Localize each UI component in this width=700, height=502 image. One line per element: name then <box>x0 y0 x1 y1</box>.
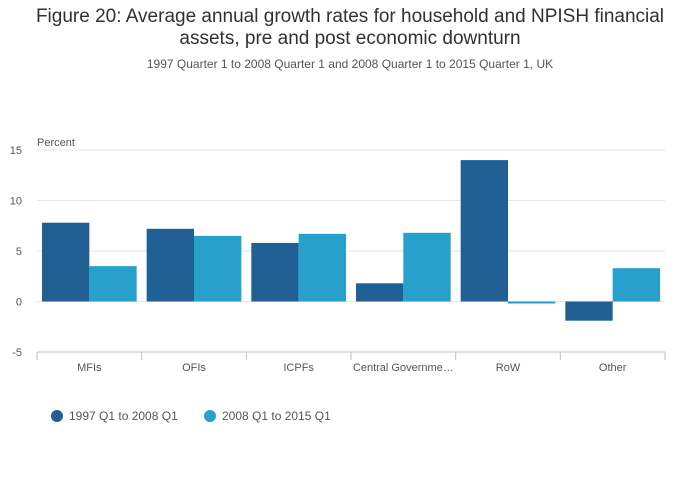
x-axis <box>36 351 666 360</box>
y-axis-unit-label: Percent <box>37 137 75 149</box>
bar-series-2[interactable] <box>89 266 137 302</box>
legend-label[interactable]: 2008 Q1 to 2015 Q1 <box>222 409 331 423</box>
legend-label[interactable]: 1997 Q1 to 2008 Q1 <box>69 409 178 423</box>
y-tick-label: 15 <box>10 145 22 157</box>
x-axis-category-labels: MFIs OFIs ICPFs Central Governme… RoW Other <box>77 362 627 374</box>
y-tick-label: 0 <box>16 297 22 309</box>
bar-series-1[interactable] <box>565 301 613 321</box>
x-category-label: OFIs <box>182 362 206 374</box>
x-category-label: Other <box>599 362 627 374</box>
bar-series-1[interactable] <box>146 228 194 302</box>
legend: 1997 Q1 to 2008 Q1 2008 Q1 to 2015 Q1 <box>51 409 331 423</box>
x-category-label: Central Governme… <box>353 362 454 374</box>
y-tick-label: -5 <box>12 347 22 359</box>
x-category-label: MFIs <box>77 362 102 374</box>
bar-series-1[interactable] <box>460 160 508 302</box>
gridlines <box>37 149 665 302</box>
chart-subtitle: 1997 Quarter 1 to 2008 Quarter 1 and 200… <box>146 57 554 71</box>
x-category-label: RoW <box>496 362 521 374</box>
bar-series-1[interactable] <box>251 242 299 302</box>
x-category-label: ICPFs <box>283 362 314 374</box>
y-axis-tick-labels: 15 10 5 0 -5 <box>10 145 22 359</box>
bar-series-2[interactable] <box>194 235 242 302</box>
bar-series-2[interactable] <box>508 301 556 304</box>
bars <box>42 160 660 321</box>
bar-series-1[interactable] <box>356 283 404 302</box>
bar-series-2[interactable] <box>403 232 451 302</box>
legend-marker <box>204 410 216 422</box>
bar-series-2[interactable] <box>298 233 346 302</box>
bar-series-2[interactable] <box>612 268 660 302</box>
y-tick-label: 5 <box>16 246 22 258</box>
y-tick-label: 10 <box>10 196 22 208</box>
chart-title-line-1: Figure 20: Average annual growth rates f… <box>35 6 665 27</box>
chart-title-line-2: assets, pre and post economic downturn <box>179 28 521 49</box>
legend-marker <box>51 410 63 422</box>
bar-series-1[interactable] <box>42 222 90 302</box>
chart-title: Figure 20: Average annual growth rates f… <box>0 6 700 50</box>
